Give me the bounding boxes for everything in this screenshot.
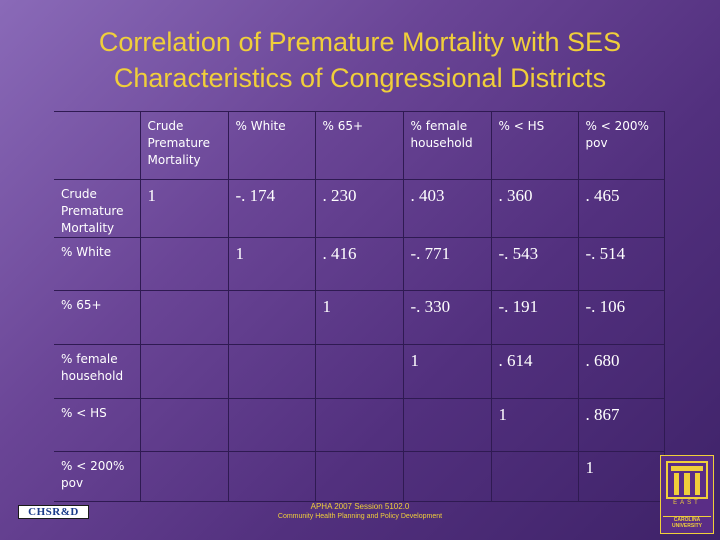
table-cell bbox=[227, 344, 316, 399]
column-header: % female household bbox=[402, 111, 492, 180]
column-header: % White bbox=[227, 111, 316, 180]
table-cell bbox=[402, 451, 492, 502]
chsrd-logo: CHSR&D bbox=[18, 505, 89, 519]
table-cell: . 465 bbox=[577, 179, 665, 238]
table-cell: -. 191 bbox=[490, 290, 579, 345]
table-row: Crude Premature Mortality 1 -. 174 . 230… bbox=[54, 179, 665, 238]
correlation-table: Crude Premature Mortality % White % 65+ … bbox=[54, 111, 665, 502]
ecu-letters: EAST bbox=[673, 500, 701, 506]
title-line-2: Characteristics of Congressional Distric… bbox=[113, 63, 607, 93]
table-cell: . 360 bbox=[490, 179, 579, 238]
table-cell: . 680 bbox=[577, 344, 665, 399]
ecu-building-icon bbox=[666, 461, 708, 499]
table-row: % < HS 1 . 867 bbox=[54, 398, 665, 452]
table-cell: -. 330 bbox=[402, 290, 492, 345]
table-cell bbox=[227, 290, 316, 345]
row-label: Crude Premature Mortality bbox=[54, 179, 141, 238]
table-cell bbox=[139, 398, 229, 452]
header-corner bbox=[54, 111, 141, 180]
table-row: % < 200% pov 1 bbox=[54, 451, 665, 502]
table-cell bbox=[402, 398, 492, 452]
footer-session: APHA 2007 Session 5102.0 bbox=[310, 502, 410, 511]
table-cell: . 614 bbox=[490, 344, 579, 399]
table-cell: . 230 bbox=[314, 179, 404, 238]
slide-title: Correlation of Premature Mortality with … bbox=[30, 24, 690, 96]
table-cell bbox=[314, 451, 404, 502]
table-cell: -. 174 bbox=[227, 179, 316, 238]
table-cell bbox=[227, 398, 316, 452]
table-cell: 1 bbox=[227, 237, 316, 291]
table-cell bbox=[139, 237, 229, 291]
column-header: % 65+ bbox=[314, 111, 404, 180]
row-label: % 65+ bbox=[54, 290, 141, 345]
table-cell: -. 106 bbox=[577, 290, 665, 345]
table-cell bbox=[314, 344, 404, 399]
table-cell bbox=[314, 398, 404, 452]
table-cell bbox=[139, 290, 229, 345]
table-cell: 1 bbox=[490, 398, 579, 452]
table-row: % 65+ 1 -. 330 -. 191 -. 106 bbox=[54, 290, 665, 345]
row-label: % White bbox=[54, 237, 141, 291]
table-cell: . 867 bbox=[577, 398, 665, 452]
table-cell: -. 514 bbox=[577, 237, 665, 291]
table-cell bbox=[490, 451, 579, 502]
table-cell: 1 bbox=[577, 451, 665, 502]
header-row: Crude Premature Mortality % White % 65+ … bbox=[54, 111, 665, 180]
table-row: % White 1 . 416 -. 771 -. 543 -. 514 bbox=[54, 237, 665, 291]
ecu-word-carolina: CAROLINA bbox=[673, 517, 701, 523]
table-cell: -. 771 bbox=[402, 237, 492, 291]
table-cell bbox=[227, 451, 316, 502]
footer-subtitle: Community Health Planning and Policy Dev… bbox=[277, 513, 443, 520]
table-cell: -. 543 bbox=[490, 237, 579, 291]
table-cell: . 416 bbox=[314, 237, 404, 291]
table-cell bbox=[139, 451, 229, 502]
column-header: Crude Premature Mortality bbox=[139, 111, 229, 180]
ecu-logo: EAST CAROLINA UNIVERSITY bbox=[660, 455, 714, 534]
row-label: % < 200% pov bbox=[54, 451, 141, 502]
table-cell bbox=[139, 344, 229, 399]
table-cell: 1 bbox=[139, 179, 229, 238]
row-label: % < HS bbox=[54, 398, 141, 452]
ecu-wordmark: CAROLINA UNIVERSITY bbox=[663, 516, 711, 529]
column-header: % < 200% pov bbox=[577, 111, 665, 180]
table-cell: 1 bbox=[314, 290, 404, 345]
table-cell: 1 bbox=[402, 344, 492, 399]
column-header: % < HS bbox=[490, 111, 579, 180]
footer: APHA 2007 Session 5102.0 Community Healt… bbox=[220, 502, 500, 521]
title-line-1: Correlation of Premature Mortality with … bbox=[98, 27, 622, 57]
ecu-word-university: UNIVERSITY bbox=[671, 523, 702, 529]
table-row: % female household 1 . 614 . 680 bbox=[54, 344, 665, 399]
table-cell: . 403 bbox=[402, 179, 492, 238]
row-label: % female household bbox=[54, 344, 141, 399]
